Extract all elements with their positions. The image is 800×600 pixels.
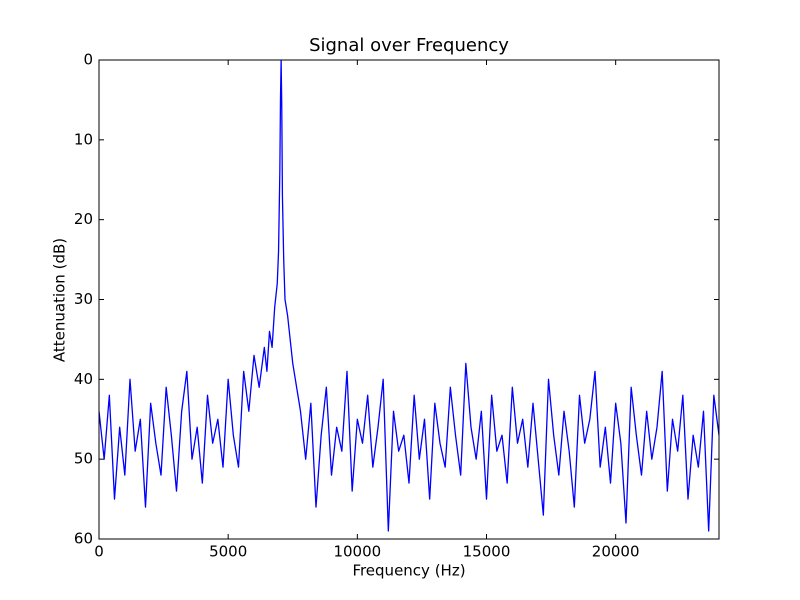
x-tick-label: 10000 — [333, 543, 381, 561]
x-tick-label: 0 — [94, 543, 104, 561]
y-tick-label: 10 — [74, 130, 93, 148]
x-tick-label: 5000 — [209, 543, 247, 561]
x-tick-label: 15000 — [463, 543, 511, 561]
y-tick-label: 20 — [74, 210, 93, 228]
x-tick-label: 20000 — [592, 543, 640, 561]
y-tick-label: 50 — [74, 450, 93, 468]
y-tick-label: 40 — [74, 370, 93, 388]
y-tick-label: 0 — [83, 51, 93, 69]
chart-title: Signal over Frequency — [309, 35, 509, 56]
y-tick-label: 30 — [74, 290, 93, 308]
y-tick-label: 60 — [74, 530, 93, 548]
x-axis-label: Frequency (Hz) — [352, 562, 465, 580]
y-axis-label: Attenuation (dB) — [51, 238, 69, 362]
series-line — [99, 60, 719, 532]
